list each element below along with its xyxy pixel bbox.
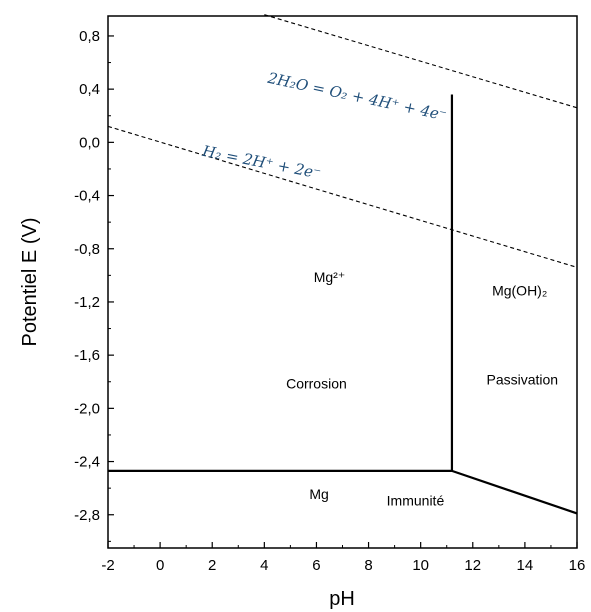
water-stability-line [107,125,578,268]
x-axis-ticks: -2 0 2 4 6 8 10 12 14 16 [101,542,585,574]
y-tick-label: 0,0 [79,134,100,151]
region-label: Mg²⁺ [314,269,346,285]
x-tick-label: -2 [101,557,114,574]
boundary-lines [108,94,578,515]
region-label: Mg [309,486,328,502]
region-label: Corrosion [286,375,347,391]
water-lines [107,14,578,268]
x-tick-label: 10 [412,557,429,574]
x-tick-label: 0 [156,557,164,574]
x-tick-label: 6 [312,557,320,574]
y-tick-label: -2,8 [74,507,100,524]
y-tick-label: -1,6 [74,347,100,364]
region-labels: Mg²⁺ Corrosion Mg(OH)₂ Passivation Mg Immunit… [286,269,558,508]
x-tick-label: 8 [364,557,372,574]
y-tick-label: 0,4 [79,81,100,98]
y-tick-label: -0,4 [74,188,100,205]
region-label: Mg(OH)₂ [492,282,547,298]
y-tick-label: -2,4 [74,454,100,471]
y-tick-label: -2,0 [74,400,100,417]
x-axis-title: pH [329,588,355,610]
equation-label: 2H₂O = O₂ + 4H⁺ + 4e⁻ [265,69,448,125]
y-tick-label: 0,8 [79,28,100,45]
x-tick-label: 12 [464,557,481,574]
x-tick-label: 2 [208,557,216,574]
region-label: Immunité [387,492,445,508]
water-stability-line [264,14,578,109]
y-tick-label: -0,8 [74,241,100,258]
x-tick-label: 16 [569,557,586,574]
equation-label: H₂ = 2H⁺ + 2e⁻ [200,142,322,183]
region-label: Passivation [486,371,558,387]
y-axis-ticks: 0,8 0,4 0,0 -0,4 -0,8 -1,2 -1,6 -2,0 -2,4 -2,8 [74,28,114,542]
phase-boundary-line [451,469,578,515]
x-tick-label: 4 [260,557,268,574]
equation-labels: 2H₂O = O₂ + 4H⁺ + 4e⁻ H₂ = 2H⁺ + 2e⁻ [200,69,448,183]
y-axis-title: Potentiel E (V) [19,218,41,347]
x-tick-label: 14 [517,557,534,574]
y-tick-label: -1,2 [74,294,100,311]
